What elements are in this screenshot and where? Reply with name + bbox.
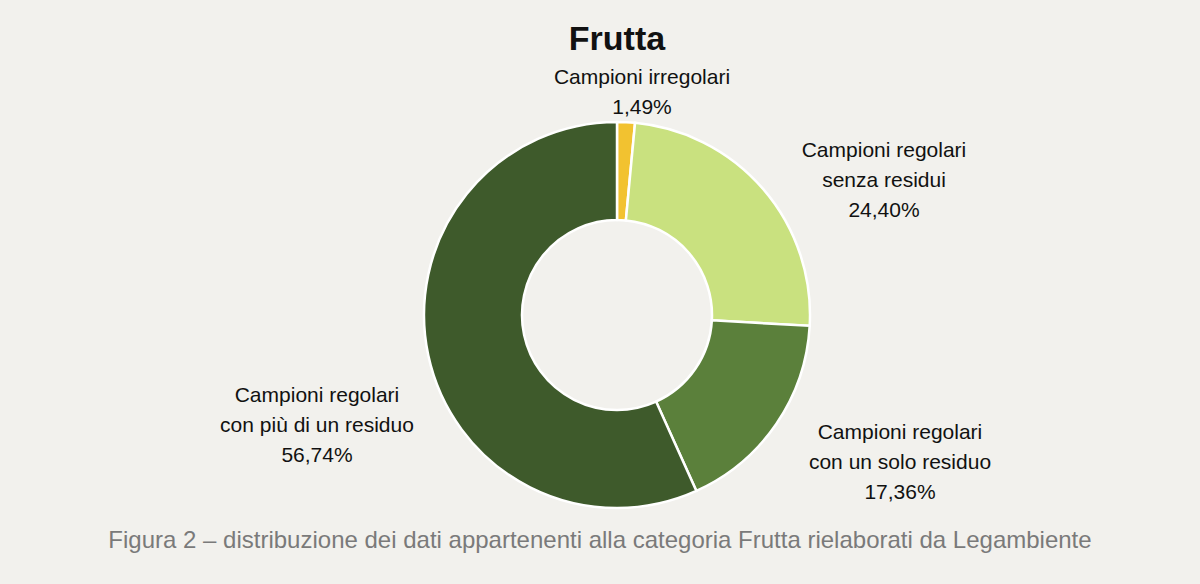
value-label: 1,49% — [612, 95, 672, 118]
value-label: 24,40% — [848, 198, 919, 221]
slice — [626, 123, 810, 326]
category-label: Campioni regolari senza residui — [802, 138, 967, 191]
category-label-line: senza residui — [822, 168, 946, 191]
title: Frutta — [569, 19, 666, 57]
value-label: 56,74% — [281, 443, 352, 466]
category-label-line: Campioni regolari — [802, 138, 967, 161]
labels: Campioni irregolari 1,49% Campioni regolar… — [220, 65, 991, 503]
category-label-line: Campioni regolari — [818, 420, 983, 443]
background — [0, 0, 1200, 584]
category-label-line: con un solo residuo — [809, 450, 991, 473]
category-label: Campioni regolari con un solo residuo — [809, 420, 991, 473]
category-label-line: Campioni irregolari — [554, 65, 730, 88]
value-label: 17,36% — [864, 480, 935, 503]
slice — [424, 122, 696, 508]
caption: Figura 2 – distribuzione dei dati appart… — [108, 526, 1091, 553]
slices — [424, 122, 810, 508]
category-label-line: con più di un residuo — [220, 413, 414, 436]
chart: Frutta Campioni irregolari 1,49% Campioni r… — [0, 0, 1200, 584]
category-label-line: Campioni regolari — [235, 383, 400, 406]
category-label: Campioni regolari con più di un residuo — [220, 383, 414, 436]
category-label: Campioni irregolari — [554, 65, 730, 88]
